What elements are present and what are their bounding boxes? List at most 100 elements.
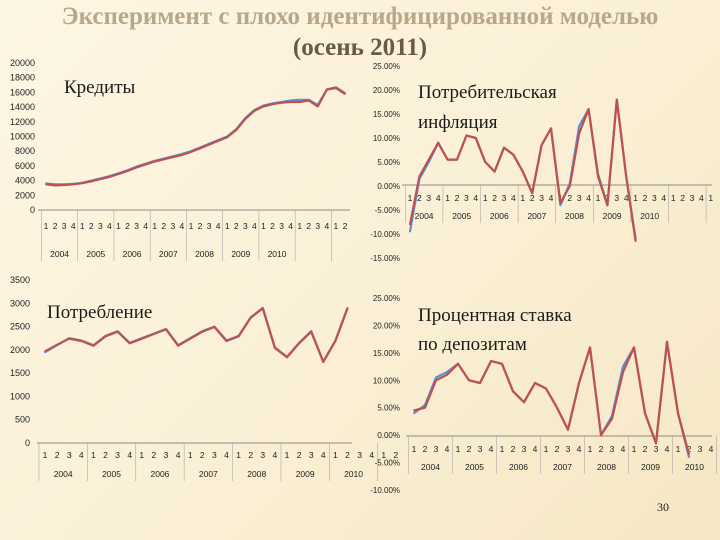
y-tick-label: -10.00% bbox=[370, 486, 400, 495]
data-point bbox=[427, 158, 430, 161]
y-tick-label: 10.00% bbox=[373, 134, 400, 143]
y-tick-label: 1500 bbox=[10, 368, 30, 378]
data-point bbox=[446, 373, 448, 376]
data-point bbox=[225, 340, 228, 342]
data-point bbox=[666, 340, 668, 343]
x-tick-label: 4 bbox=[709, 444, 714, 454]
x-tick-label: 1 bbox=[236, 450, 241, 460]
data-point bbox=[567, 428, 569, 431]
data-point bbox=[424, 406, 426, 409]
y-tick-label: 2000 bbox=[10, 345, 30, 355]
data-point bbox=[578, 382, 580, 384]
series-line-model bbox=[44, 307, 349, 364]
y-tick-label: 5.00% bbox=[377, 404, 400, 413]
y-tick-label: 25.00% bbox=[373, 62, 400, 71]
x-tick-label: 1 bbox=[333, 450, 338, 460]
data-point bbox=[63, 184, 66, 186]
data-point bbox=[117, 173, 120, 175]
x-tick-label: 4 bbox=[216, 221, 221, 231]
data-point bbox=[298, 98, 301, 101]
data-point bbox=[465, 134, 468, 137]
x-tick-label: 2 bbox=[198, 221, 203, 231]
x-tick-label: 4 bbox=[79, 450, 84, 460]
x-tick-label: 3 bbox=[279, 221, 284, 231]
data-point bbox=[413, 412, 415, 415]
data-point bbox=[177, 344, 180, 347]
data-point bbox=[235, 128, 238, 131]
data-point bbox=[531, 192, 534, 195]
x-tick-label: 3 bbox=[62, 221, 67, 231]
x-tick-label: 2 bbox=[555, 444, 560, 454]
data-point bbox=[153, 160, 156, 163]
data-point bbox=[625, 175, 628, 178]
x-tick-label: 1 bbox=[261, 221, 266, 231]
data-point bbox=[622, 365, 624, 368]
x-tick-label: 4 bbox=[436, 193, 441, 203]
data-point bbox=[81, 182, 84, 185]
year-label: 2010 bbox=[640, 211, 659, 221]
y-tick-label: 20.00% bbox=[373, 321, 400, 330]
data-point bbox=[45, 183, 47, 186]
x-tick-label: 1 bbox=[43, 450, 48, 460]
x-tick-label: 1 bbox=[520, 193, 525, 203]
year-label: 2007 bbox=[527, 211, 546, 221]
y-tick-label: 10000 bbox=[10, 132, 35, 142]
data-point bbox=[545, 387, 547, 390]
data-point bbox=[144, 163, 147, 166]
x-tick-label: 3 bbox=[164, 450, 169, 460]
data-point bbox=[274, 347, 276, 349]
x-tick-label: 1 bbox=[44, 221, 49, 231]
data-point bbox=[550, 127, 552, 130]
x-tick-label: 2 bbox=[306, 221, 311, 231]
x-tick-label: 4 bbox=[549, 193, 554, 203]
year-label: 2008 bbox=[247, 469, 266, 479]
x-tick-label: 3 bbox=[610, 444, 615, 454]
data-point bbox=[512, 390, 514, 393]
data-point bbox=[289, 101, 292, 103]
x-tick-label: 2 bbox=[467, 444, 472, 454]
data-point bbox=[597, 175, 599, 178]
x-tick-label: 2 bbox=[423, 444, 428, 454]
x-tick-label: 3 bbox=[243, 221, 248, 231]
data-point bbox=[181, 153, 183, 156]
slide-title-line-2: (осень 2011) bbox=[292, 34, 428, 61]
x-tick-label: 2 bbox=[567, 193, 572, 203]
y-tick-label: 15.00% bbox=[373, 349, 400, 358]
x-tick-label: 2 bbox=[55, 450, 60, 460]
chart-title: Потребительская bbox=[418, 82, 557, 103]
y-tick-label: -10.00% bbox=[370, 230, 400, 239]
data-point bbox=[688, 453, 690, 456]
x-tick-label: 4 bbox=[699, 193, 704, 203]
data-point bbox=[457, 362, 459, 365]
data-point bbox=[512, 153, 515, 156]
x-tick-label: 2 bbox=[394, 450, 399, 460]
data-point bbox=[600, 434, 602, 437]
data-point bbox=[298, 342, 300, 345]
x-tick-label: 3 bbox=[464, 193, 469, 203]
x-tick-label: 4 bbox=[621, 444, 626, 454]
data-point bbox=[644, 412, 646, 415]
x-tick-label: 1 bbox=[381, 450, 386, 460]
year-label: 2008 bbox=[195, 249, 214, 259]
data-point bbox=[468, 379, 470, 382]
year-label: 2008 bbox=[565, 211, 584, 221]
chart-credits: 0 2000 4000 6000 8000 10000 12000 14000 16000 180… bbox=[10, 58, 350, 261]
x-tick-label: 2 bbox=[53, 221, 58, 231]
x-tick-label: 1 bbox=[708, 193, 713, 203]
x-tick-label: 4 bbox=[252, 221, 257, 231]
x-tick-label: 1 bbox=[80, 221, 85, 231]
x-tick-label: 4 bbox=[624, 193, 629, 203]
data-point bbox=[190, 151, 192, 153]
y-tick-label: 16000 bbox=[10, 87, 35, 97]
data-point bbox=[116, 330, 119, 333]
year-label: 2004 bbox=[50, 249, 69, 259]
year-label: 2006 bbox=[150, 469, 169, 479]
y-tick-label: -5.00% bbox=[375, 206, 400, 215]
x-tick-label: 4 bbox=[661, 193, 666, 203]
x-tick-label: 1 bbox=[412, 444, 417, 454]
year-label: 2007 bbox=[199, 469, 218, 479]
x-tick-label: 1 bbox=[189, 221, 194, 231]
x-tick-label: 2 bbox=[270, 221, 275, 231]
y-tick-label: 14000 bbox=[10, 102, 35, 112]
